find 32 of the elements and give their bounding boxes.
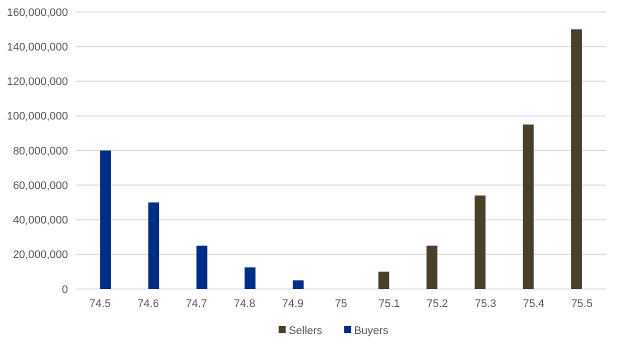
- legend-label: Buyers: [354, 324, 389, 337]
- x-tick-label: 74.6: [138, 298, 159, 310]
- y-tick-label: 40,000,000: [12, 214, 68, 227]
- x-tick-label: 74.9: [282, 298, 304, 310]
- y-tick-label: 100,000,000: [6, 110, 68, 123]
- y-tick-label: 120,000,000: [6, 76, 68, 88]
- bar: [571, 29, 582, 289]
- y-tick-label: 20,000,000: [12, 249, 68, 262]
- bar: [426, 246, 438, 289]
- bar: [378, 272, 390, 289]
- y-tick-label: 60,000,000: [12, 180, 68, 192]
- bar: [474, 196, 486, 289]
- x-tick-label: 75.2: [426, 298, 448, 310]
- x-tick-label: 74.5: [89, 298, 111, 310]
- bar: [196, 246, 208, 289]
- bar: [148, 202, 160, 289]
- y-tick-label: 0: [62, 284, 68, 296]
- y-tick-label: 160,000,000: [6, 6, 68, 19]
- x-tick-label: 75.4: [523, 298, 544, 310]
- x-tick-label: 74.7: [186, 298, 208, 310]
- bar: [244, 267, 256, 289]
- x-tick-label: 75.3: [474, 298, 496, 310]
- bar: [292, 280, 304, 289]
- x-tick-label: 75.5: [571, 298, 593, 310]
- y-tick-label: 80,000,000: [12, 145, 68, 158]
- x-tick-label: 75: [334, 298, 348, 310]
- x-tick-label: 75.1: [378, 298, 400, 310]
- bar: [522, 124, 534, 289]
- bar: [100, 150, 111, 289]
- legend-label: Sellers: [288, 324, 323, 337]
- x-tick-label: 74.8: [234, 298, 256, 310]
- y-tick-label: 140,000,000: [6, 41, 68, 54]
